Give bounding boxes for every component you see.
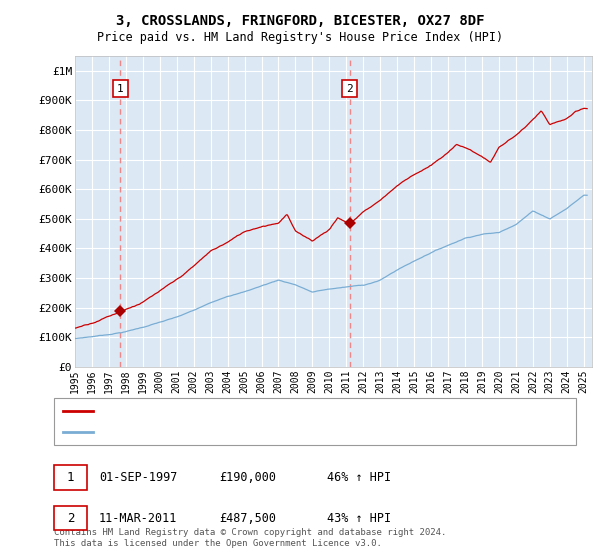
Text: HPI: Average price, detached house, Cherwell: HPI: Average price, detached house, Cher… xyxy=(99,427,374,437)
Text: Price paid vs. HM Land Registry's House Price Index (HPI): Price paid vs. HM Land Registry's House … xyxy=(97,31,503,44)
Text: 11-MAR-2011: 11-MAR-2011 xyxy=(99,511,178,525)
Text: 46% ↑ HPI: 46% ↑ HPI xyxy=(327,471,391,484)
Text: 3, CROSSLANDS, FRINGFORD, BICESTER, OX27 8DF: 3, CROSSLANDS, FRINGFORD, BICESTER, OX27… xyxy=(116,14,484,28)
Text: 1: 1 xyxy=(67,471,74,484)
Text: 3, CROSSLANDS, FRINGFORD, BICESTER, OX27 8DF (detached house): 3, CROSSLANDS, FRINGFORD, BICESTER, OX27… xyxy=(99,406,480,416)
Text: 01-SEP-1997: 01-SEP-1997 xyxy=(99,471,178,484)
Text: Contains HM Land Registry data © Crown copyright and database right 2024.
This d: Contains HM Land Registry data © Crown c… xyxy=(54,528,446,548)
Text: 2: 2 xyxy=(67,511,74,525)
Text: 1: 1 xyxy=(117,83,124,94)
Text: £190,000: £190,000 xyxy=(219,471,276,484)
Text: £487,500: £487,500 xyxy=(219,511,276,525)
Text: 43% ↑ HPI: 43% ↑ HPI xyxy=(327,511,391,525)
Text: 2: 2 xyxy=(346,83,353,94)
